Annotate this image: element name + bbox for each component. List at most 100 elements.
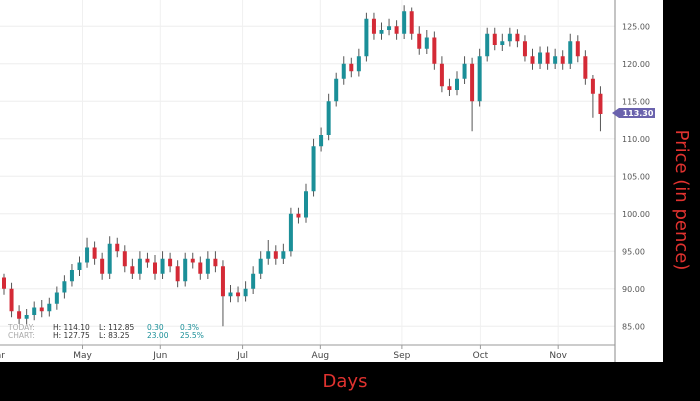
x-tick-label: Jun — [152, 351, 167, 361]
candle-body — [160, 258, 165, 274]
candle-body — [439, 63, 444, 87]
candle-body — [122, 251, 127, 267]
candle-body — [205, 258, 210, 274]
candle-body — [379, 30, 384, 34]
x-axis-ticks: Mar May Jun Jul Aug Sep Oct Nov — [0, 345, 568, 361]
x-tick-label: Mar — [0, 351, 5, 361]
candle-body — [341, 63, 346, 79]
candle-body — [115, 243, 120, 252]
y-axis-title: Price (in pence) — [671, 130, 692, 271]
candle-body — [515, 33, 520, 42]
y-axis-ticks: 85.00 90.00 95.00 100.00 105.00 110.00 115.00 1… — [622, 22, 650, 331]
y-tick-label: 125.00 — [622, 22, 650, 31]
candle-body — [190, 258, 195, 263]
candle-body — [107, 243, 112, 274]
candle-body — [198, 262, 203, 274]
candle-body — [2, 277, 6, 289]
chart-pct: 25.5% — [180, 331, 204, 340]
candle-body — [371, 18, 376, 34]
candle-body — [258, 258, 263, 274]
candle-body — [538, 52, 543, 64]
y-tick-label: 115.00 — [622, 97, 650, 106]
candle-body — [394, 26, 399, 34]
today-high: H: 114.10 — [53, 323, 90, 332]
candle-body — [273, 251, 278, 259]
candle-body — [409, 11, 414, 34]
candle-body — [553, 56, 558, 64]
y-tick-label: 110.00 — [622, 135, 650, 144]
chart-background — [0, 0, 663, 362]
info-box: TODAY: H: 114.10 L: 112.85 0.30 0.3% CHA… — [7, 323, 204, 340]
candle-body — [356, 56, 361, 72]
candle-body — [447, 86, 452, 90]
candle-body — [183, 258, 188, 282]
chart-low: L: 83.25 — [99, 331, 130, 340]
candle-body — [462, 63, 467, 79]
chart-high: H: 127.75 — [53, 331, 90, 340]
candle-body — [500, 41, 505, 45]
y-tick-label: 120.00 — [622, 60, 650, 69]
chart-label: CHART: — [8, 331, 35, 340]
candle-body — [326, 101, 331, 135]
x-tick-label: Oct — [473, 351, 489, 361]
chart-change: 23.00 — [147, 331, 169, 340]
candle-body — [251, 273, 256, 289]
x-tick-label: May — [73, 351, 92, 361]
candle-body — [77, 262, 82, 270]
candle-body — [575, 41, 580, 57]
candle-body — [432, 37, 437, 64]
last-price-label: 113.30 — [623, 109, 654, 118]
candle-body — [296, 213, 301, 218]
candle-body — [470, 63, 475, 102]
candle-body — [9, 288, 14, 312]
candle-body — [545, 52, 550, 64]
candle-body — [62, 281, 67, 293]
candle-body — [39, 307, 44, 312]
x-tick-label: Aug — [312, 351, 330, 361]
candle-body — [145, 258, 150, 263]
candle-body — [100, 258, 105, 274]
candle-body — [175, 266, 180, 282]
candle-body — [492, 33, 497, 45]
today-change: 0.30 — [147, 323, 164, 332]
candle-body — [304, 191, 308, 218]
x-axis-title: Days — [323, 371, 368, 392]
x-tick-label: Jul — [236, 351, 248, 361]
y-tick-label: 90.00 — [622, 285, 645, 294]
candle-body — [485, 33, 490, 57]
candle-body — [477, 56, 482, 102]
candle-body — [168, 258, 173, 267]
candle-body — [560, 56, 565, 64]
candle-body — [281, 251, 286, 259]
candle-body — [522, 41, 527, 57]
candle-body — [417, 33, 422, 49]
candle-body — [334, 78, 339, 102]
candle-body — [243, 288, 248, 297]
last-price-badge: 113.30 — [612, 108, 655, 118]
candle-body — [568, 41, 573, 64]
y-tick-label: 95.00 — [622, 247, 645, 256]
candle-body — [47, 303, 52, 312]
candle-body — [92, 247, 97, 259]
today-pct: 0.3% — [180, 323, 199, 332]
candle-body — [266, 251, 271, 259]
candle-body — [364, 18, 369, 57]
candle-body — [228, 292, 233, 297]
candle-body — [153, 262, 157, 274]
today-low: L: 112.85 — [99, 323, 135, 332]
candle-body — [137, 258, 142, 274]
candle-body — [32, 307, 37, 315]
candle-body — [424, 37, 429, 49]
y-tick-label: 100.00 — [622, 210, 650, 219]
candle-body — [387, 26, 392, 30]
candle-body — [69, 270, 74, 282]
candle-body — [54, 292, 59, 304]
candle-body — [130, 266, 135, 274]
candle-body — [349, 63, 354, 72]
candle-body — [507, 33, 512, 42]
candle-body — [402, 11, 407, 34]
today-label: TODAY: — [7, 323, 35, 332]
candles — [2, 5, 603, 327]
candle-body — [455, 78, 459, 90]
